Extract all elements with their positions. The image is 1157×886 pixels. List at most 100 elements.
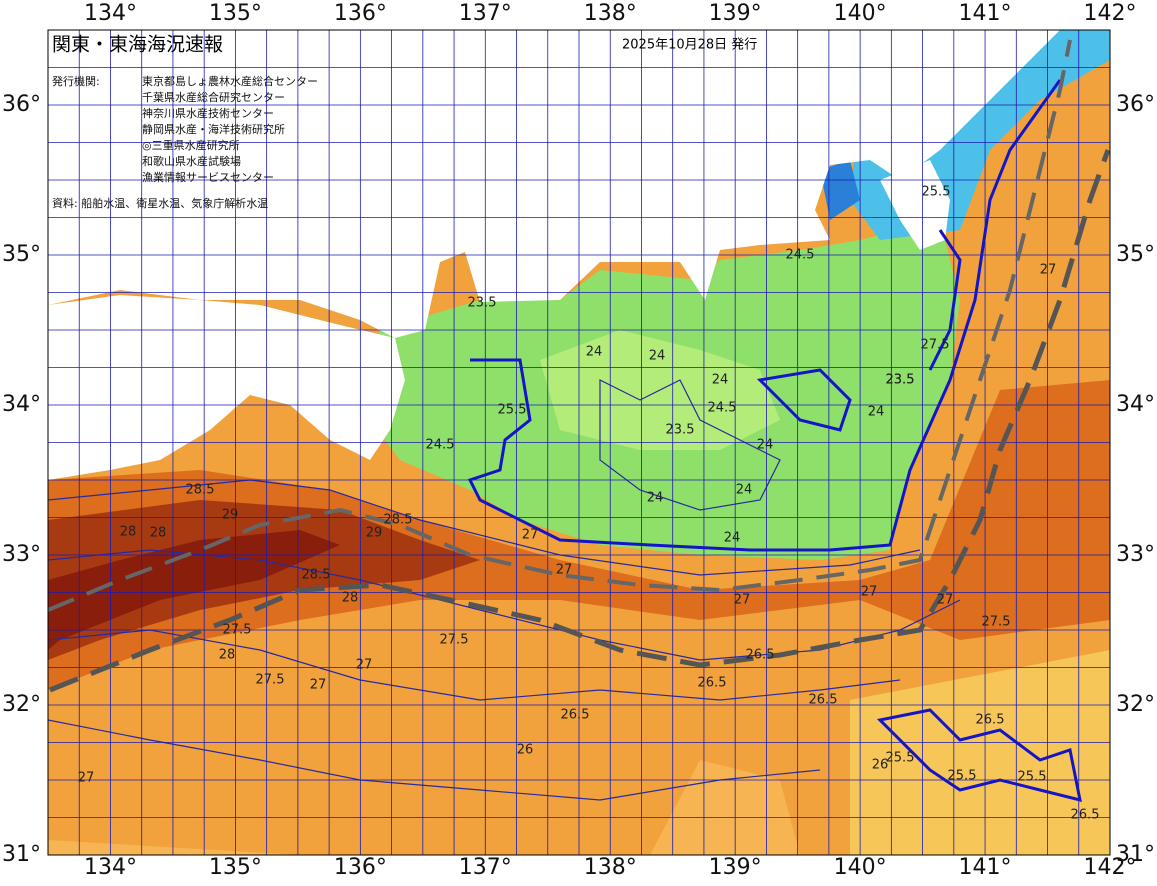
issuer: 神奈川県水産技術センター xyxy=(142,106,274,120)
contour-label: 25.5 xyxy=(922,185,951,200)
contour-label: 26.5 xyxy=(1071,808,1100,823)
contour-label: 27.5 xyxy=(440,633,469,648)
issuer: 漁業情報サービスセンター xyxy=(142,170,274,184)
contour-label: 24.5 xyxy=(786,248,815,263)
contour-label: 26.5 xyxy=(561,708,590,723)
lon-tick-label: 141° xyxy=(959,1,1012,26)
issuer-list: 東京都島しょ農林水産総合センター千葉県水産総合研究センター神奈川県水産技術センタ… xyxy=(142,74,318,184)
lon-tick-label: 142° xyxy=(1084,1,1137,26)
lon-tick-label: 136° xyxy=(334,1,387,26)
contour-label: 24.5 xyxy=(708,401,737,416)
contour-label: 27.5 xyxy=(223,623,252,638)
lon-tick-label: 140° xyxy=(834,855,887,880)
lat-tick-label: 31° xyxy=(1116,842,1155,867)
kuroshio-path xyxy=(49,149,1110,693)
land-kii xyxy=(48,295,405,480)
lon-tick-label: 136° xyxy=(334,855,387,880)
contour-label: 24 xyxy=(868,405,885,420)
contour-label: 27 xyxy=(556,563,573,578)
contour-label: 26.5 xyxy=(746,648,775,663)
contour-label: 26.5 xyxy=(809,693,838,708)
lon-tick-label: 134° xyxy=(84,855,137,880)
lat-tick-label: 35° xyxy=(2,242,41,267)
lon-tick-label: 142° xyxy=(1084,855,1137,880)
issuer: 千葉県水産総合研究センター xyxy=(142,90,285,104)
contour-label: 27.5 xyxy=(982,615,1011,630)
map-body: 24.5 25.5 23.5 24 24 24 24.5 23.5 24 24 24 24 24.5 23… xyxy=(48,30,1110,855)
lat-tick-label: 33° xyxy=(1116,542,1155,567)
contour-label: 25.5 xyxy=(498,403,527,418)
contour-label: 27 xyxy=(937,593,954,608)
lon-tick-label: 139° xyxy=(709,1,762,26)
contour-label: 25.5 xyxy=(948,769,977,784)
lat-tick-label: 32° xyxy=(2,692,41,717)
graticule xyxy=(48,30,1110,855)
issuer: 東京都島しょ農林水産総合センター xyxy=(142,74,318,88)
contour-label: 28 xyxy=(219,648,236,663)
contour-label: 27 xyxy=(356,658,373,673)
lon-tick-label: 141° xyxy=(959,855,1012,880)
contour-label: 28.5 xyxy=(384,513,413,528)
contour-label: 27 xyxy=(861,585,878,600)
contour-label: 24 xyxy=(712,373,729,388)
contour-label: 24.5 xyxy=(426,438,455,453)
lat-tick-label: 34° xyxy=(2,392,41,417)
contour-label: 26.5 xyxy=(976,713,1005,728)
contour-label: 23.5 xyxy=(886,373,915,388)
contour-label: 27.5 xyxy=(256,673,285,688)
contour-label: 29 xyxy=(366,526,383,541)
contour-label: 24 xyxy=(586,345,603,360)
contour-label: 27 xyxy=(522,528,539,543)
land-boso xyxy=(880,160,950,250)
lon-tick-label: 138° xyxy=(584,1,637,26)
lat-tick-label: 34° xyxy=(1116,392,1155,417)
issuer-label: 発行機関: xyxy=(52,74,100,88)
contour-label: 28 xyxy=(120,525,137,540)
lon-tick-label: 138° xyxy=(584,855,637,880)
contour-label: 28.5 xyxy=(302,568,331,583)
contour-label: 24 xyxy=(736,483,753,498)
lon-tick-label: 139° xyxy=(709,855,762,880)
contour-label: 23.5 xyxy=(666,423,695,438)
lon-tick-label: 135° xyxy=(209,855,262,880)
frame xyxy=(47,29,1111,856)
contour-label: 26 xyxy=(872,758,889,773)
lat-tick-label: 35° xyxy=(1116,242,1155,267)
issuer: 静岡県水産・海洋技術研究所 xyxy=(142,122,285,136)
data-source: 資料: 船舶水温、衛星水温、気象庁解析水温 xyxy=(52,196,268,210)
contour-label: 24 xyxy=(647,491,664,506)
issue-date: 2025年10月28日 発行 xyxy=(622,38,757,53)
lon-tick-label: 137° xyxy=(459,855,512,880)
contour-label: 24 xyxy=(757,438,774,453)
lat-tick-label: 33° xyxy=(2,542,41,567)
cold-water-deep xyxy=(820,30,1060,220)
sea-warm-light xyxy=(48,620,800,855)
warm-core xyxy=(48,500,480,660)
contour-label: 25.5 xyxy=(886,751,915,766)
lat-tick-label: 36° xyxy=(2,92,41,117)
contour-label: 28 xyxy=(342,591,359,606)
lat-tick-label: 36° xyxy=(1116,92,1155,117)
contour-label: 24 xyxy=(724,531,741,546)
contour-label: 27 xyxy=(1040,263,1057,278)
lon-tick-label: 134° xyxy=(84,1,137,26)
contour-label: 26 xyxy=(517,743,534,758)
contour-label: 23.5 xyxy=(468,296,497,311)
contour-label: 27 xyxy=(310,678,327,693)
contour-label: 29 xyxy=(222,508,239,523)
sea-cool-south xyxy=(850,650,1110,855)
lon-tick-label: 135° xyxy=(209,1,262,26)
contour-label: 23.5 xyxy=(886,373,915,388)
isotherm-bold xyxy=(467,79,1082,803)
contour-label: 24 xyxy=(649,349,666,364)
contour-label: 27 xyxy=(734,593,751,608)
lat-tick-label: 31° xyxy=(2,842,41,867)
contour-label: 27.5 xyxy=(921,338,950,353)
contour-labels: 24.5 25.5 23.5 24 24 24 24.5 23.5 24 24 24 24 24.5 23… xyxy=(78,185,1100,823)
contour-label: 26.5 xyxy=(698,676,727,691)
lon-tick-label: 140° xyxy=(834,1,887,26)
kuroshio-band xyxy=(48,380,1110,690)
kuroshio-inner xyxy=(48,39,1072,612)
